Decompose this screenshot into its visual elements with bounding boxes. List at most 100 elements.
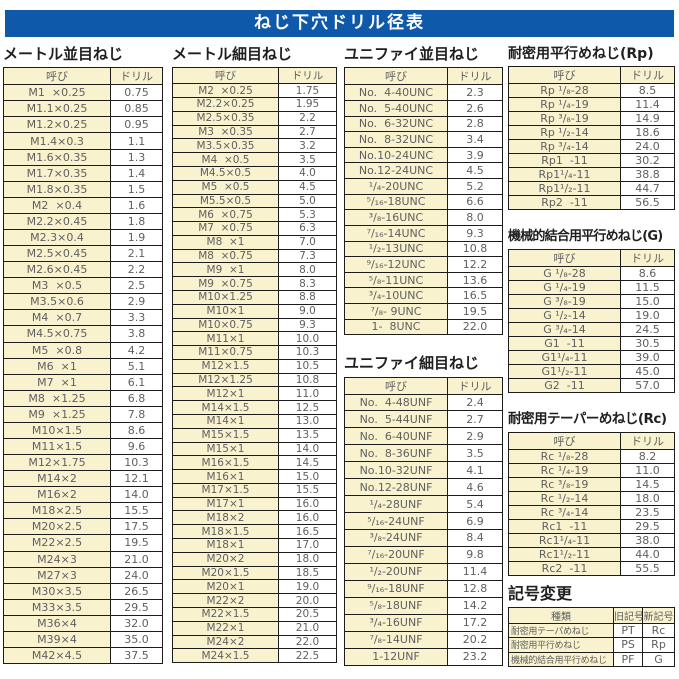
- table-row: M18×1.5 16.5: [172, 524, 337, 540]
- drill-value-cell: 32.0: [110, 614, 163, 632]
- drill-value-cell: 20.0: [278, 593, 337, 608]
- thread-name-cell: ⁷/₁₆-20UNF: [344, 545, 448, 564]
- drill-value-cell: 57.0: [620, 378, 675, 394]
- thread-name-cell: ⁵/₁₆-18UNC: [344, 193, 448, 211]
- thread-name-cell: M9 ×1: [172, 262, 279, 278]
- table-row: 機械的結合用平行めねじ PF G: [508, 651, 675, 667]
- table-row: G ¹/₈-28 8.6: [508, 266, 675, 282]
- drill-value-cell: 2.2: [110, 261, 163, 279]
- metric-fine-body: M2 ×0.25 1.75 M2.2×0.25 1.95 M2.5×0.35 2.2 M3 …: [172, 83, 337, 664]
- thread-name-cell: M8 ×1: [172, 234, 279, 250]
- column-header-drill: ドリル: [278, 67, 337, 85]
- drill-value-cell: 14.0: [278, 441, 337, 457]
- thread-name-cell: M14×2: [3, 470, 111, 488]
- thread-name-cell: M4 ×0.5: [172, 152, 279, 167]
- column-header-type: 種類: [508, 606, 614, 624]
- table-row: M11×1 10.0: [172, 331, 337, 347]
- rp-heading: 耐密用平行めねじ(Rp): [508, 46, 654, 62]
- thread-name-cell: M1.2×0.25: [3, 116, 111, 134]
- thread-name-cell: Rp2 -11: [508, 195, 621, 211]
- g-table: 呼び ドリル G ¹/₈-28 8.6 G ¹/₄-19 11.5 G ³/₈-19 15…: [508, 249, 675, 394]
- drill-value-cell: 10.0: [278, 331, 337, 347]
- drill-value-cell: 14.5: [278, 455, 337, 471]
- unified-fine-body: No. 4-48UNF 2.4 No. 5-44UNF 2.7 No. 6-40UNF 2…: [344, 393, 503, 666]
- thread-name-cell: M39×4: [3, 630, 111, 648]
- table-row: Rp ³/₈-19 14.9: [508, 111, 675, 127]
- table-row: G ¹/₄-19 11.5: [508, 280, 675, 296]
- drill-value-cell: 12.2: [447, 256, 503, 273]
- table-row: G1 -11 30.5: [508, 336, 675, 352]
- table-row: M16×2 14.0: [3, 486, 163, 504]
- table-row: M1.1×0.25 0.85: [3, 100, 163, 118]
- thread-name-cell: ⁷/₈-14UNF: [344, 630, 448, 649]
- table-row: No.10-24UNC 3.9: [344, 146, 503, 164]
- table-row: Rc ³/₈-19 14.5: [508, 476, 675, 492]
- thread-name-cell: M2.5×0.45: [3, 245, 111, 263]
- thread-name-cell: ⁵/₈-18UNF: [344, 596, 448, 615]
- table-row: M4.5×0.5 4.0: [172, 165, 337, 181]
- drill-value-cell: 18.0: [278, 551, 337, 567]
- thread-name-cell: No. 4-40UNC: [344, 84, 448, 101]
- thread-name-cell: M1 ×0.25: [3, 84, 111, 102]
- table-row: M24×1.5 22.5: [172, 648, 337, 664]
- thread-name-cell: ¹/₄-20UNC: [344, 178, 448, 195]
- table-row: M12×1.75 10.3: [3, 454, 163, 472]
- column-header-drill: ドリル: [447, 67, 503, 86]
- table-row: M2.5×0.35 2.2: [172, 110, 337, 126]
- drill-value-cell: 0.95: [110, 116, 163, 134]
- table-row: No. 6-32UNC 2.8: [344, 115, 503, 133]
- thread-name-cell: M11×1: [172, 331, 279, 347]
- table-row: M20×1 19.0: [172, 579, 337, 595]
- column-header-drill: ドリル: [620, 66, 675, 85]
- table-row: Rc ¹/₂-14 18.0: [508, 490, 675, 506]
- thread-name-cell: M12×1.5: [172, 358, 279, 374]
- unified-coarse-table: 呼び ドリル No. 4-40UNC 2.3 No. 5-40UNC 2.6 No. 6…: [344, 67, 503, 336]
- drill-value-cell: 10.5: [278, 358, 337, 374]
- type-cell: 耐密用テーパめねじ: [508, 622, 614, 639]
- drill-value-cell: 2.4: [447, 393, 503, 412]
- column-header-drill: ドリル: [620, 249, 675, 268]
- thread-name-cell: ⁹/₁₆-12UNC: [344, 256, 448, 273]
- drill-value-cell: 3.4: [447, 131, 503, 148]
- drill-value-cell: 1.75: [278, 83, 337, 99]
- old-symbol-cell: PT: [613, 622, 643, 639]
- table-row: No. 6-40UNF 2.9: [344, 427, 503, 446]
- thread-name-cell: G ¹/₈-28: [508, 266, 621, 282]
- thread-name-cell: M8 ×0.75: [172, 248, 279, 264]
- thread-name-cell: ¹/₂-13UNC: [344, 240, 448, 258]
- thread-name-cell: M2.6×0.45: [3, 261, 111, 279]
- drill-value-cell: 30.5: [620, 336, 675, 352]
- table-row: ⁵/₈-18UNF 14.2: [344, 596, 503, 615]
- rc-table: 呼び ドリル Rc ¹/₈-28 8.2 Rc ¹/₄-19 11.0 Rc ³/₈-1…: [508, 431, 675, 576]
- thread-name-cell: M10×1.5: [3, 421, 111, 439]
- metric-coarse-table: 呼び ドリル M1 ×0.25 0.75 M1.1×0.25 0.85 M1.2×0.2…: [3, 67, 163, 665]
- unified-coarse-heading: ユニファイ並目ねじ: [344, 45, 480, 63]
- drill-value-cell: 2.7: [447, 410, 503, 429]
- thread-name-cell: M16×1.5: [172, 455, 279, 471]
- thread-name-cell: G ¹/₄-19: [508, 280, 621, 296]
- drill-value-cell: 10.8: [278, 372, 337, 388]
- thread-name-cell: ³/₄-16UNF: [344, 613, 448, 632]
- drill-value-cell: 19.5: [447, 303, 503, 320]
- drill-value-cell: 8.8: [278, 289, 337, 305]
- thread-name-cell: M24×3: [3, 550, 111, 568]
- table-row: M6 ×0.75 5.3: [172, 207, 337, 223]
- thread-name-cell: M18×2: [172, 510, 279, 526]
- drill-value-cell: 17.5: [110, 518, 163, 536]
- thread-name-cell: Rc1 -11: [508, 518, 621, 534]
- table-row: M18×2.5 15.5: [3, 502, 163, 520]
- drill-value-cell: 19.0: [278, 579, 337, 595]
- table-row: G1¹/₂-11 45.0: [508, 364, 675, 380]
- table-row: M12×1 11.0: [172, 386, 337, 402]
- drill-value-cell: 8.0: [278, 262, 337, 278]
- thread-name-cell: M16×2: [3, 486, 111, 504]
- drill-value-cell: 12.1: [110, 470, 163, 488]
- thread-name-cell: M2 ×0.4: [3, 196, 111, 214]
- symbol-change-table: 種類 旧記号 新記号 耐密用テーパめねじ PT Rc 耐密用平行めねじ PS Rp 機械的結…: [508, 606, 675, 667]
- drill-value-cell: 2.9: [447, 427, 503, 446]
- table-row: ³/₈-16UNC 8.0: [344, 209, 503, 226]
- thread-name-cell: M12×1.25: [172, 372, 279, 388]
- drill-value-cell: 3.5: [447, 444, 503, 463]
- table-row: ⁵/₁₆-24UNF 6.9: [344, 512, 503, 530]
- thread-name-cell: Rp ¹/₂-14: [508, 125, 621, 141]
